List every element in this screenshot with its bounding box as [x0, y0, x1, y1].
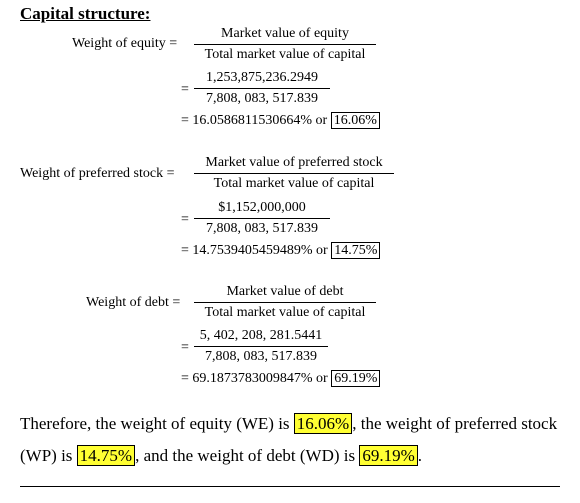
equity-result-text: = 16.0586811530664% or: [181, 113, 328, 128]
equity-result-boxed: 16.06%: [330, 112, 380, 129]
debt-formula-numerator: Market value of debt: [226, 284, 344, 299]
equals-sign: =: [181, 340, 189, 355]
preferred-values-fraction: $1,152,000,000 7,808, 083, 517.839: [194, 200, 330, 237]
debt-formula-denominator: Total market value of capital: [204, 305, 366, 320]
summary-paragraph: Therefore, the weight of equity (WE) is …: [20, 408, 570, 472]
equity-values-denominator: 7,808, 083, 517.839: [206, 91, 318, 106]
preferred-result: = 14.7539405459489% or 14.75%: [181, 242, 381, 259]
summary-we-highlight: 16.06%: [293, 413, 353, 434]
debt-values-fraction: 5, 402, 208, 281.5441 7,808, 083, 517.83…: [194, 328, 328, 365]
summary-wp-highlight: 14.75%: [76, 445, 136, 466]
bottom-divider: [20, 486, 560, 487]
summary-text-1: Therefore, the weight of equity (WE) is: [20, 414, 290, 433]
section-heading: Capital structure:: [20, 4, 151, 23]
equity-values-numerator: 1,253,875,236.2949: [206, 70, 318, 85]
equity-formula-numerator: Market value of equity: [221, 26, 349, 41]
debt-values-numerator: 5, 402, 208, 281.5441: [199, 328, 323, 343]
fraction-bar: [194, 218, 330, 219]
preferred-result-boxed: 14.75%: [331, 242, 381, 259]
fraction-bar: [194, 44, 376, 45]
preferred-values-denominator: 7,808, 083, 517.839: [206, 221, 318, 236]
summary-text-3: , and the weight of debt (WD) is: [135, 446, 356, 465]
summary-text-2: , the weight of preferred stock (WP) is: [20, 414, 558, 465]
preferred-formula-fraction: Market value of preferred stock Total ma…: [194, 155, 394, 192]
debt-result: = 69.1873783009847% or 69.19%: [181, 370, 381, 387]
equals-sign: =: [181, 82, 189, 97]
fraction-bar: [194, 302, 376, 303]
equals-sign: =: [181, 212, 189, 227]
summary-text-4: .: [417, 446, 423, 465]
preferred-formula-numerator: Market value of preferred stock: [205, 155, 383, 170]
debt-result-boxed: 69.19%: [331, 370, 381, 387]
preferred-label: Weight of preferred stock =: [20, 166, 175, 181]
equity-values-fraction: 1,253,875,236.2949 7,808, 083, 517.839: [194, 70, 330, 107]
preferred-values-numerator: $1,152,000,000: [218, 200, 306, 215]
debt-label: Weight of debt =: [86, 295, 181, 310]
debt-formula-fraction: Market value of debt Total market value …: [194, 284, 376, 321]
debt-values-denominator: 7,808, 083, 517.839: [205, 349, 317, 364]
preferred-formula-denominator: Total market value of capital: [213, 176, 375, 191]
preferred-result-text: = 14.7539405459489% or: [181, 243, 328, 258]
summary-wd-highlight: 69.19%: [359, 445, 418, 466]
equity-result: = 16.0586811530664% or 16.06%: [181, 112, 380, 129]
fraction-bar: [194, 173, 394, 174]
equity-formula-denominator: Total market value of capital: [204, 47, 366, 62]
fraction-bar: [194, 88, 330, 89]
fraction-bar: [194, 346, 328, 347]
debt-result-text: = 69.1873783009847% or: [181, 371, 328, 386]
equity-formula-fraction: Market value of equity Total market valu…: [194, 26, 376, 63]
equity-label: Weight of equity =: [72, 36, 178, 51]
